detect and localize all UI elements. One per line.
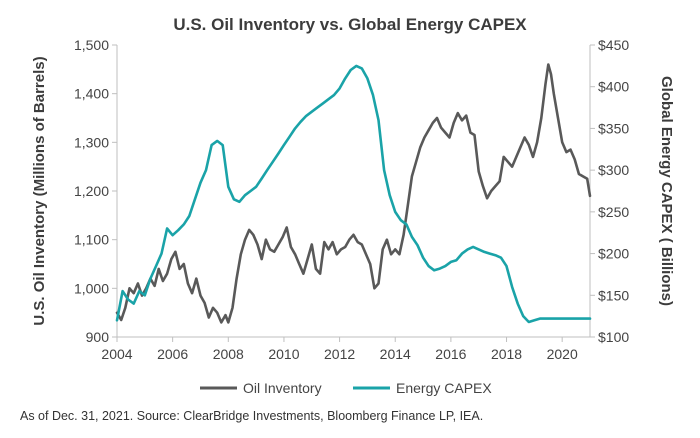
x-axis-ticks: 2004 2006 2008 2010 2012 2014 2016 2018 2020 bbox=[101, 337, 578, 362]
y-tick-label: 1,300 bbox=[74, 134, 109, 150]
y-axis-title: U.S. Oil Inventory (Millions of Barrels) bbox=[31, 56, 48, 325]
y-tick-label: 900 bbox=[86, 329, 110, 345]
y-tick-label: 1,400 bbox=[74, 86, 109, 102]
y2-tick-label: $150 bbox=[598, 287, 629, 303]
legend: Oil Inventory Energy CAPEX bbox=[200, 380, 492, 396]
x-tick-label: 2010 bbox=[268, 346, 299, 362]
source-footnote: As of Dec. 31, 2021. Source: ClearBridge… bbox=[20, 409, 484, 423]
x-tick-label: 2012 bbox=[324, 346, 355, 362]
y2-axis-title: Global Energy CAPEX ( Billions) bbox=[658, 76, 675, 306]
x-tick-label: 2018 bbox=[491, 346, 522, 362]
y2-tick-label: $250 bbox=[598, 204, 629, 220]
y2-tick-label: $450 bbox=[598, 37, 629, 53]
series-layer bbox=[115, 63, 592, 324]
y-tick-label: 1,100 bbox=[74, 232, 109, 248]
y2-tick-label: $300 bbox=[598, 162, 629, 178]
y2-tick-label: $200 bbox=[598, 246, 629, 262]
y-tick-label: 1,000 bbox=[74, 280, 109, 296]
y2-axis-ticks: $100 $150 $200 $250 $300 $350 $400 $450 bbox=[590, 37, 629, 345]
x-tick-label: 2006 bbox=[157, 346, 188, 362]
y-tick-label: 1,200 bbox=[74, 183, 109, 199]
y2-tick-label: $100 bbox=[598, 329, 629, 345]
x-tick-label: 2020 bbox=[547, 346, 578, 362]
y2-tick-label: $350 bbox=[598, 120, 629, 136]
legend-label-oil-inventory: Oil Inventory bbox=[243, 380, 322, 396]
series-line-oil-inventory bbox=[115, 63, 592, 324]
chart-title: U.S. Oil Inventory vs. Global Energy CAP… bbox=[173, 15, 527, 34]
x-tick-label: 2014 bbox=[380, 346, 411, 362]
y2-tick-label: $400 bbox=[598, 79, 629, 95]
legend-label-energy-capex: Energy CAPEX bbox=[396, 380, 492, 396]
x-tick-label: 2016 bbox=[435, 346, 466, 362]
x-tick-label: 2008 bbox=[213, 346, 244, 362]
series-line-energy-capex bbox=[115, 64, 592, 324]
y-tick-label: 1,500 bbox=[74, 37, 109, 53]
y-axis-ticks: 900 1,000 1,100 1,200 1,300 1,400 1,500 bbox=[74, 37, 117, 345]
x-tick-label: 2004 bbox=[101, 346, 132, 362]
chart: U.S. Oil Inventory vs. Global Energy CAP… bbox=[31, 15, 675, 396]
